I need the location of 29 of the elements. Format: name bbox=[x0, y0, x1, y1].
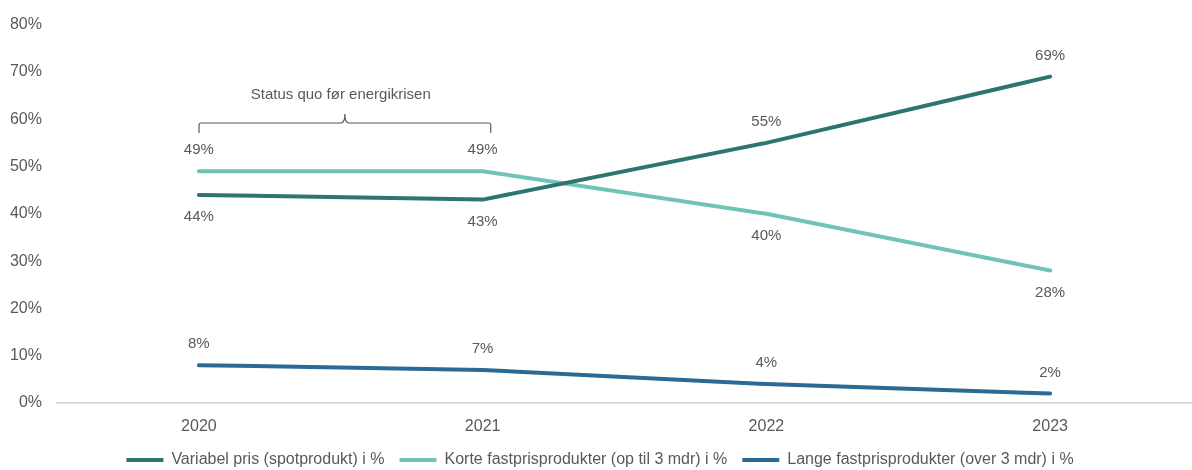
y-tick-label: 40% bbox=[9, 204, 42, 222]
legend-label: Variabel pris (spotprodukt) i % bbox=[171, 450, 385, 468]
data-label: 2% bbox=[1039, 362, 1061, 380]
y-tick-label: 70% bbox=[9, 62, 42, 80]
y-tick-label: 80% bbox=[9, 15, 42, 33]
data-label: 44% bbox=[183, 207, 214, 225]
data-label: 49% bbox=[183, 140, 214, 158]
x-tick-label: 2022 bbox=[748, 417, 785, 435]
x-tick-label: 2020 bbox=[181, 417, 217, 435]
data-label: 40% bbox=[751, 225, 782, 243]
data-label: 49% bbox=[467, 140, 498, 158]
annotation: Status quo før energikrisen bbox=[250, 85, 431, 103]
y-tick-label: 30% bbox=[9, 251, 42, 269]
data-label: 69% bbox=[1035, 45, 1066, 63]
data-label: 55% bbox=[751, 111, 782, 129]
x-tick-label: 2023 bbox=[1032, 417, 1069, 435]
legend-label: Korte fastprisprodukter (op til 3 mdr) i % bbox=[444, 450, 728, 468]
x-tick-label: 2021 bbox=[464, 417, 501, 435]
data-label: 8% bbox=[188, 334, 210, 352]
y-tick-label: 50% bbox=[9, 156, 42, 174]
legend-label: Lange fastprisprodukter (over 3 mdr) i % bbox=[787, 450, 1074, 468]
y-tick-label: 60% bbox=[9, 109, 42, 127]
data-label: 4% bbox=[755, 353, 778, 371]
data-label: 7% bbox=[471, 339, 494, 357]
data-label: 28% bbox=[1035, 282, 1066, 300]
y-tick-label: 0% bbox=[18, 393, 42, 411]
y-tick-label: 10% bbox=[9, 346, 42, 364]
data-label: 43% bbox=[467, 211, 498, 229]
y-tick-label: 20% bbox=[9, 298, 42, 316]
